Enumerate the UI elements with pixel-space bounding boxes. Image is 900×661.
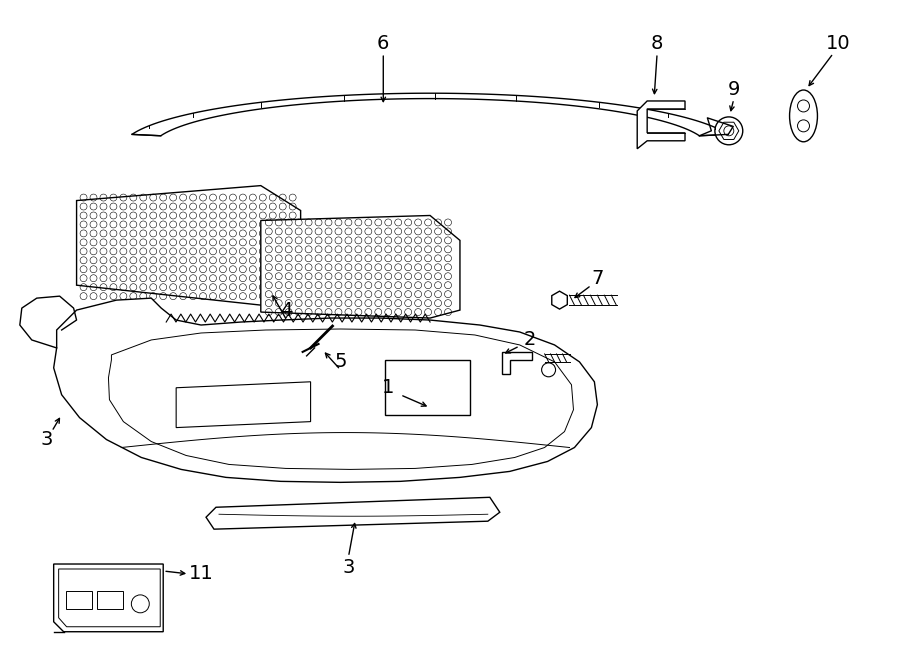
Polygon shape — [132, 93, 728, 136]
Text: 9: 9 — [727, 79, 740, 98]
Text: 5: 5 — [334, 352, 346, 371]
Ellipse shape — [789, 90, 817, 142]
Polygon shape — [637, 101, 685, 149]
Polygon shape — [502, 352, 532, 374]
Text: 11: 11 — [189, 564, 213, 584]
Polygon shape — [261, 215, 460, 318]
Circle shape — [715, 117, 742, 145]
Polygon shape — [552, 291, 567, 309]
Polygon shape — [54, 564, 163, 632]
Text: 3: 3 — [342, 557, 355, 576]
Polygon shape — [206, 497, 500, 529]
Text: 1: 1 — [382, 378, 394, 397]
Text: 7: 7 — [591, 269, 604, 288]
Text: 3: 3 — [40, 430, 53, 449]
Text: 2: 2 — [524, 330, 536, 350]
Bar — [97, 591, 123, 609]
Bar — [385, 360, 470, 414]
Text: 8: 8 — [651, 34, 663, 53]
Polygon shape — [76, 186, 301, 305]
Polygon shape — [54, 298, 598, 483]
Bar — [66, 591, 92, 609]
Text: 4: 4 — [281, 301, 292, 319]
Text: 6: 6 — [377, 34, 390, 53]
Text: 10: 10 — [826, 34, 850, 53]
